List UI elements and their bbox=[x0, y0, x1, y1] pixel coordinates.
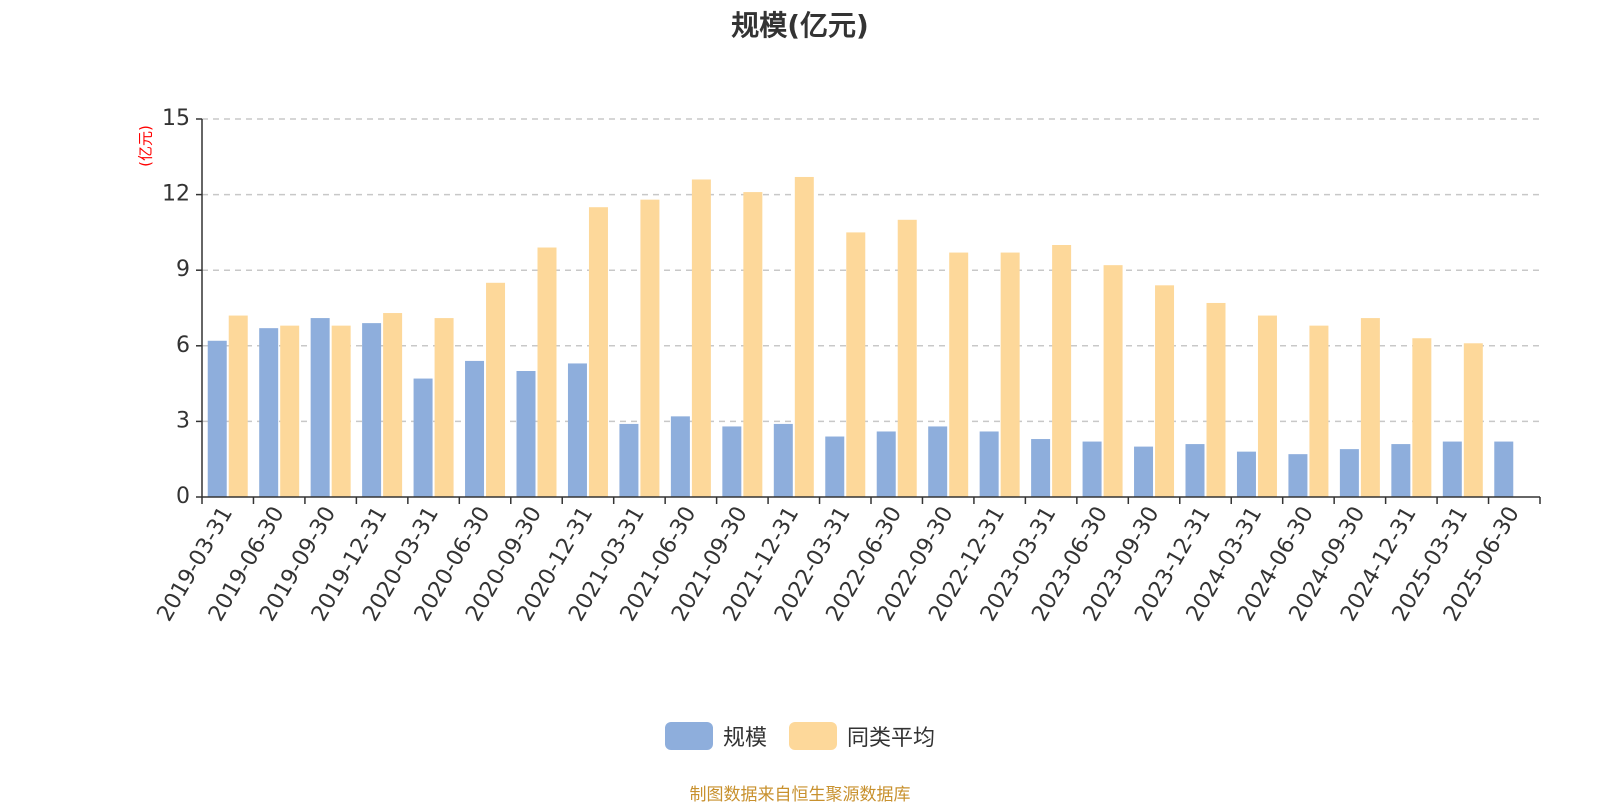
bar-peer-average[interactable] bbox=[949, 252, 969, 497]
bar-scale[interactable] bbox=[1288, 454, 1308, 497]
bar-scale[interactable] bbox=[567, 363, 587, 497]
bar-peer-average[interactable] bbox=[897, 219, 917, 498]
bar-scale[interactable] bbox=[259, 328, 279, 497]
bar-scale[interactable] bbox=[465, 360, 485, 497]
bar-scale[interactable] bbox=[722, 426, 742, 497]
bar-scale[interactable] bbox=[1494, 441, 1514, 497]
bar-peer-average[interactable] bbox=[486, 282, 506, 497]
y-tick-label: 3 bbox=[176, 408, 190, 433]
bar-scale[interactable] bbox=[1185, 444, 1205, 497]
bar-scale[interactable] bbox=[1236, 451, 1256, 497]
grid-lines bbox=[202, 118, 1540, 423]
bar-peer-average[interactable] bbox=[1309, 325, 1329, 497]
legend-swatch bbox=[664, 722, 713, 750]
bar-peer-average[interactable] bbox=[228, 315, 248, 497]
bar-scale[interactable] bbox=[825, 436, 845, 497]
bar-scale[interactable] bbox=[310, 318, 330, 497]
bar-peer-average[interactable] bbox=[1412, 338, 1432, 497]
bar-peer-average[interactable] bbox=[1257, 315, 1277, 497]
y-tick-label: 9 bbox=[176, 257, 190, 282]
bar-peer-average[interactable] bbox=[1155, 285, 1175, 497]
bar-scale[interactable] bbox=[1442, 441, 1462, 497]
bar-scale[interactable] bbox=[1082, 441, 1102, 497]
bar-scale[interactable] bbox=[413, 378, 433, 497]
bar-scale[interactable] bbox=[619, 423, 639, 497]
bar-peer-average[interactable] bbox=[691, 179, 711, 498]
legend: 规模 同类平均 bbox=[0, 720, 1600, 752]
chart-title: 规模(亿元) bbox=[731, 9, 869, 42]
bar-scale[interactable] bbox=[876, 431, 896, 497]
bar-peer-average[interactable] bbox=[846, 232, 866, 497]
bar-scale[interactable] bbox=[1391, 444, 1411, 497]
legend-label: 规模 bbox=[722, 726, 767, 751]
y-tick-label: 6 bbox=[176, 333, 190, 358]
bar-chart: 036912152019-03-312019-06-302019-09-3020… bbox=[137, 106, 1541, 626]
bar-peer-average[interactable] bbox=[588, 207, 608, 497]
bar-scale[interactable] bbox=[1339, 449, 1359, 497]
bar-scale[interactable] bbox=[362, 323, 382, 497]
bar-scale[interactable] bbox=[516, 371, 536, 497]
bar-scale[interactable] bbox=[1031, 439, 1051, 497]
bar-peer-average[interactable] bbox=[640, 199, 660, 497]
y-axis-label: (亿元) bbox=[137, 125, 155, 167]
bar-peer-average[interactable] bbox=[1103, 265, 1123, 497]
legend-swatch bbox=[789, 722, 837, 750]
source-note: 制图数据来自恒生聚源数据库 bbox=[689, 785, 911, 805]
bar-scale[interactable] bbox=[670, 416, 690, 497]
y-tick-label: 0 bbox=[176, 484, 190, 509]
bars bbox=[207, 176, 1514, 498]
bar-peer-average[interactable] bbox=[1052, 245, 1072, 497]
legend-item-peer-average[interactable]: 同类平均 bbox=[789, 720, 935, 752]
bar-peer-average[interactable] bbox=[331, 325, 351, 497]
bar-peer-average[interactable] bbox=[1000, 252, 1020, 497]
bar-peer-average[interactable] bbox=[794, 176, 814, 497]
bar-scale[interactable] bbox=[928, 426, 948, 497]
bar-peer-average[interactable] bbox=[537, 247, 557, 497]
bar-peer-average[interactable] bbox=[1463, 343, 1483, 497]
bar-peer-average[interactable] bbox=[1206, 302, 1226, 497]
bar-scale[interactable] bbox=[1134, 446, 1154, 497]
bar-scale[interactable] bbox=[207, 340, 227, 497]
legend-item-scale[interactable]: 规模 bbox=[664, 720, 767, 752]
bar-peer-average[interactable] bbox=[1360, 318, 1380, 497]
bar-peer-average[interactable] bbox=[280, 325, 300, 497]
y-tick-label: 12 bbox=[162, 182, 190, 207]
bar-peer-average[interactable] bbox=[434, 318, 454, 497]
bar-peer-average[interactable] bbox=[743, 192, 763, 497]
legend-label: 同类平均 bbox=[847, 726, 936, 751]
bar-scale[interactable] bbox=[773, 423, 793, 497]
bar-peer-average[interactable] bbox=[383, 313, 403, 497]
bar-scale[interactable] bbox=[979, 431, 999, 497]
y-tick-label: 15 bbox=[162, 106, 190, 131]
